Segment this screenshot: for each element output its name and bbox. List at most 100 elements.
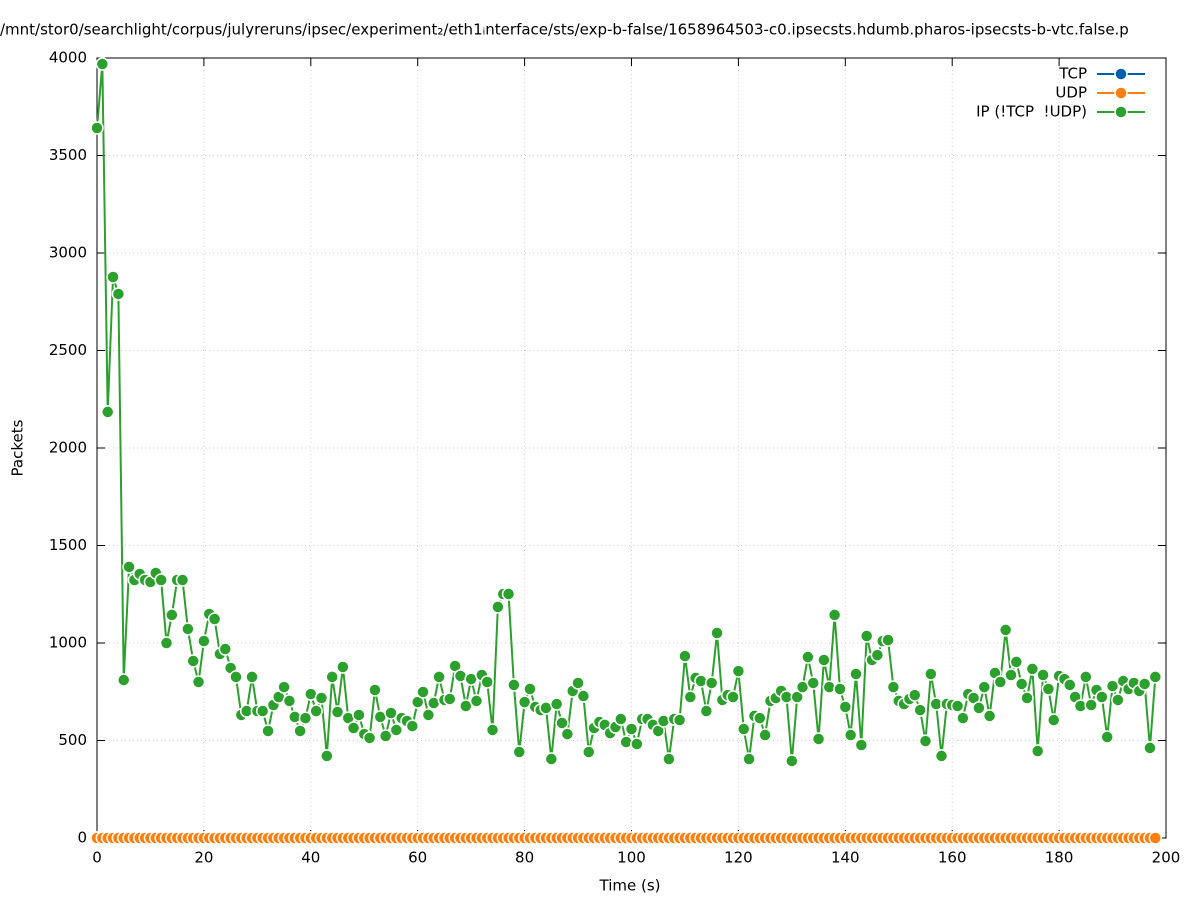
x-tick-label: 140 (831, 849, 860, 867)
data-point (972, 701, 986, 715)
data-point (480, 675, 494, 689)
data-point (817, 653, 831, 667)
x-tick-label: 160 (938, 849, 967, 867)
data-point (309, 704, 323, 718)
data-point (704, 676, 719, 690)
data-point (362, 731, 377, 745)
x-tick-label: 80 (515, 849, 534, 867)
data-point (581, 745, 596, 759)
legend-label: TCP (1058, 65, 1087, 83)
data-point (95, 57, 110, 71)
data-point (1079, 670, 1093, 684)
data-point (1020, 691, 1034, 705)
data-point (859, 629, 874, 643)
data-point (870, 648, 885, 662)
data-point (507, 678, 521, 692)
data-point (293, 724, 307, 738)
y-tick-label: 3000 (49, 244, 87, 262)
data-point (410, 695, 425, 709)
data-point (1084, 698, 1098, 712)
data-point (512, 745, 527, 759)
data-point (175, 573, 190, 587)
data-point (630, 737, 644, 751)
y-tick-label: 500 (58, 731, 87, 749)
data-point (1025, 662, 1040, 676)
data-point (368, 683, 382, 697)
data-point (614, 712, 628, 726)
data-point (186, 654, 200, 668)
data-point (181, 622, 195, 636)
y-tick-label: 4000 (49, 49, 87, 67)
data-point (378, 729, 393, 743)
x-tick-label: 60 (408, 849, 427, 867)
data-point (336, 660, 350, 674)
data-point (389, 723, 404, 737)
data-point (843, 728, 858, 742)
data-point (207, 612, 222, 626)
data-point (517, 695, 532, 709)
data-point (1137, 677, 1152, 691)
data-point (485, 723, 500, 737)
data-point (854, 738, 869, 752)
data-point (758, 728, 772, 742)
data-point (1036, 668, 1050, 682)
data-point (560, 727, 575, 741)
data-point (1014, 677, 1029, 691)
legend-label: UDP (1055, 84, 1087, 102)
data-point (191, 675, 206, 689)
data-point (459, 699, 473, 713)
data-point (827, 608, 842, 622)
data-point (822, 680, 837, 694)
data-point (710, 626, 724, 640)
data-point (913, 703, 927, 717)
data-point (1100, 730, 1114, 744)
data-point (656, 714, 671, 728)
data-point (491, 600, 505, 614)
data-point (1095, 690, 1109, 704)
data-point (154, 573, 168, 587)
data-point (731, 664, 746, 678)
x-tick-label: 120 (724, 849, 753, 867)
data-point (672, 713, 687, 727)
data-point (736, 722, 751, 736)
data-point (678, 649, 692, 663)
y-axis-label: Packets (9, 419, 27, 476)
data-point (1030, 744, 1045, 758)
data-point (950, 699, 965, 713)
data-point (998, 623, 1013, 637)
data-point (881, 633, 895, 647)
x-tick-label: 180 (1045, 849, 1074, 867)
data-point (726, 690, 740, 704)
data-point (956, 711, 970, 725)
data-point (1111, 693, 1125, 707)
y-tick-label: 2500 (49, 341, 87, 359)
data-point (122, 560, 136, 574)
data-point (197, 634, 211, 648)
x-tick-label: 0 (92, 849, 102, 867)
data-point (111, 287, 126, 301)
data-point (624, 722, 639, 736)
data-point (352, 708, 366, 722)
data-point (346, 721, 361, 735)
data-point (977, 680, 992, 694)
x-tick-label: 100 (617, 849, 646, 867)
data-point (90, 121, 104, 135)
data-point (277, 680, 291, 694)
data-point (1041, 682, 1056, 696)
data-point (1148, 670, 1163, 684)
legend-marker (1114, 67, 1128, 81)
legend-label: IP (!TCP !UDP) (976, 103, 1087, 121)
x-tick-label: 40 (301, 849, 320, 867)
data-point (811, 732, 826, 746)
legend-marker (1114, 86, 1128, 100)
data-point (1105, 679, 1120, 693)
data-point (982, 709, 997, 723)
data-point (1063, 678, 1077, 692)
y-tick-label: 1500 (49, 536, 87, 554)
data-point (432, 670, 446, 684)
data-point (1148, 831, 1163, 845)
data-point (261, 724, 275, 738)
data-point (806, 676, 820, 690)
data-point (662, 752, 676, 766)
